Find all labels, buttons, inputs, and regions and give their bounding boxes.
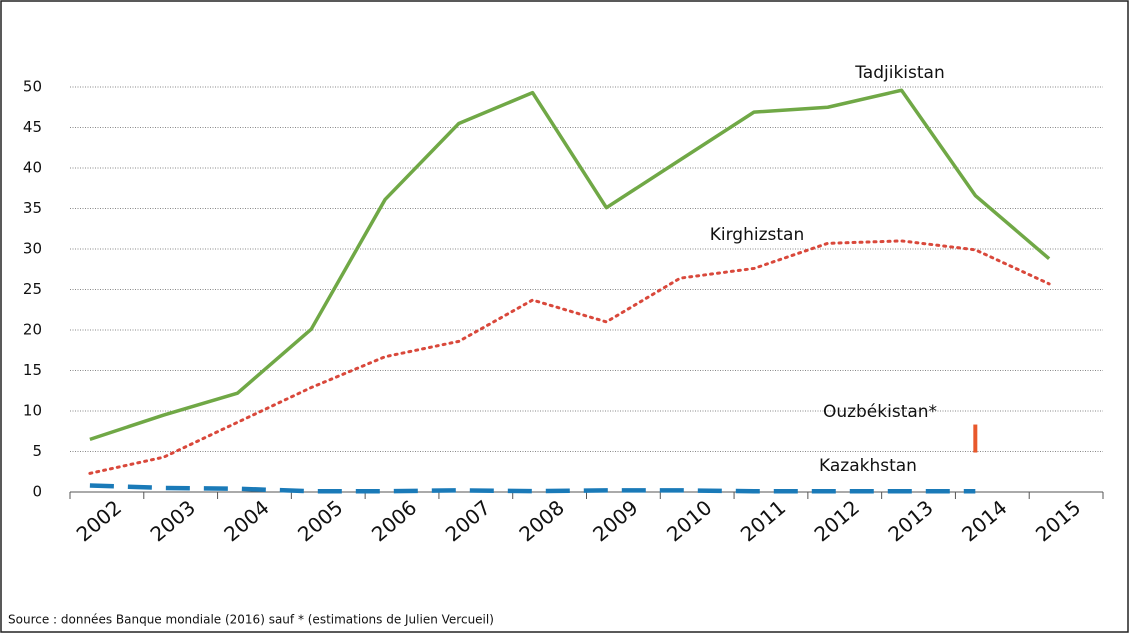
- y-tick-label: 10: [23, 402, 42, 420]
- point-marker: [973, 424, 978, 453]
- series-label: Tadjikistan: [854, 63, 945, 83]
- series-label: Kirghizstan: [710, 225, 805, 245]
- y-tick-label: 15: [23, 361, 42, 379]
- y-tick-label: 20: [23, 321, 42, 339]
- y-tick-label: 5: [32, 442, 42, 460]
- y-tick-label: 45: [23, 118, 42, 136]
- y-tick-label: 40: [23, 159, 42, 177]
- series-label: Ouzbékistan*: [823, 402, 937, 422]
- source-note: Source : données Banque mondiale (2016) …: [8, 613, 494, 627]
- series-line: [88, 239, 1051, 475]
- y-tick-label: 25: [23, 280, 42, 298]
- series-label: Kazakhstan: [819, 456, 917, 476]
- y-tick-label: 0: [32, 483, 42, 501]
- series-line: [89, 483, 976, 494]
- series-line: [89, 88, 1051, 442]
- y-tick-label: 50: [23, 78, 42, 96]
- y-tick-label: 35: [23, 199, 42, 217]
- y-tick-label: 30: [23, 240, 42, 258]
